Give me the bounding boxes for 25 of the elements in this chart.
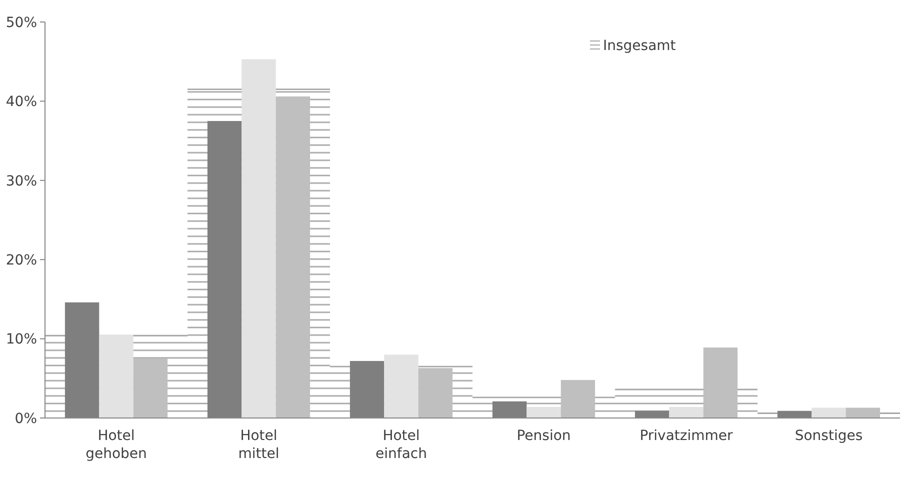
y-tick-label: 10% — [6, 332, 37, 348]
x-tick-label: Sonstiges — [794, 428, 863, 444]
y-tick-label: 20% — [6, 252, 37, 268]
x-tick-label: Privatzimmer — [640, 428, 734, 444]
y-tick-label: 40% — [6, 94, 37, 110]
bar — [99, 334, 134, 418]
x-tick-label: Hotel gehoben — [86, 428, 147, 462]
bar — [384, 354, 418, 418]
bar — [276, 96, 310, 418]
y-tick-label: 30% — [6, 173, 37, 190]
x-tick-label: Pension — [516, 428, 571, 444]
bar — [133, 358, 168, 418]
bar — [560, 380, 596, 418]
bar — [703, 348, 738, 418]
y-tick-label: 0% — [14, 410, 37, 427]
y-tick-label: 50% — [6, 14, 37, 31]
bar — [846, 408, 880, 418]
x-tick-label: Hotel einfach — [376, 428, 427, 462]
bar — [669, 406, 704, 418]
x-tick-label: Hotel mittel — [238, 428, 280, 462]
bar — [812, 408, 846, 418]
bar — [526, 406, 561, 418]
bar — [418, 368, 453, 418]
text: Insgesamt — [603, 38, 676, 54]
bar — [242, 59, 276, 418]
